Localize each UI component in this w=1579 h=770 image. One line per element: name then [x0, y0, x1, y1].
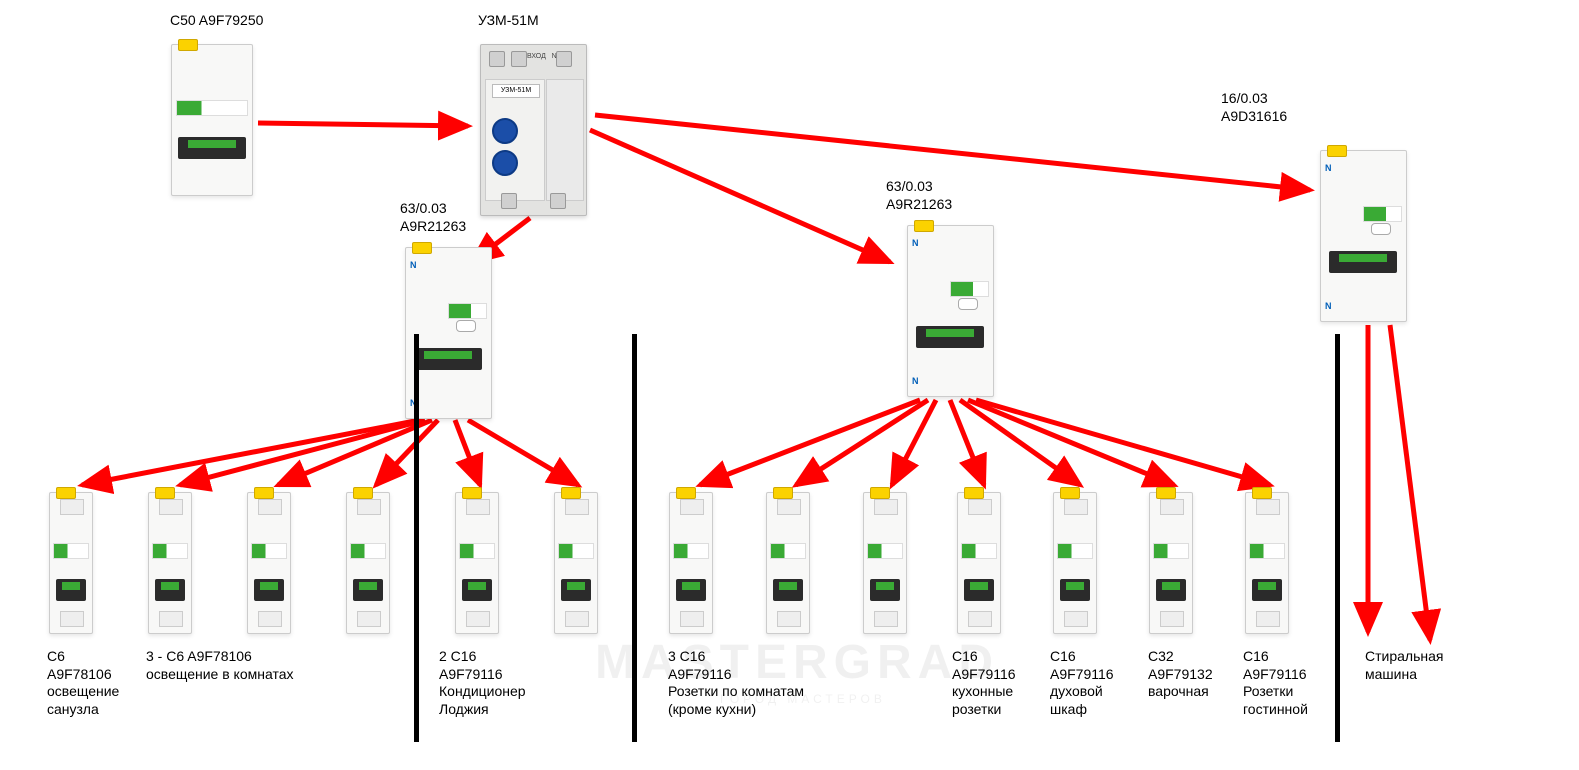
- circuit-label: C16 A9F79116 духовой шкаф: [1050, 648, 1114, 718]
- circuit-label: 3 - C6 A9F78106 освещение в комнатах: [146, 648, 294, 683]
- breaker-1p: [554, 492, 598, 634]
- breaker-1p: [247, 492, 291, 634]
- breaker-1p: [957, 492, 1001, 634]
- connection-arrow: [455, 420, 480, 485]
- connection-arrow: [960, 400, 1080, 485]
- connection-arrow: [796, 400, 928, 485]
- node-label: 63/0.03 A9R21263: [400, 200, 466, 235]
- breaker-1p: [346, 492, 390, 634]
- connection-arrow: [82, 420, 420, 485]
- circuit-label: C32 A9F79132 варочная: [1148, 648, 1213, 701]
- connection-arrow: [950, 400, 984, 485]
- rcd-device: N N: [1320, 150, 1407, 322]
- node-label: 63/0.03 A9R21263: [886, 178, 952, 213]
- node-label: C50 A9F79250: [170, 12, 263, 30]
- node-label: 16/0.03 A9D31616: [1221, 90, 1287, 125]
- connection-arrow: [892, 400, 936, 485]
- connection-arrow: [180, 420, 425, 485]
- connection-arrow: [258, 123, 468, 126]
- breaker-1p: [669, 492, 713, 634]
- connection-arrow: [700, 400, 920, 485]
- node-label: УЗМ-51М: [478, 12, 539, 30]
- connection-arrow: [278, 420, 432, 485]
- divider-line: [414, 334, 419, 742]
- connection-arrow: [976, 400, 1270, 485]
- circuit-label: C16 A9F79116 кухонные розетки: [952, 648, 1016, 718]
- breaker-2p: [171, 44, 253, 196]
- diagram-canvas: MASTERGRAD ГОРОД МАСТЕРОВ C50 A9F79250 В…: [0, 0, 1579, 770]
- connection-arrow: [590, 130, 890, 262]
- circuit-label: 2 C16 A9F79116 Кондиционер Лоджия: [439, 648, 526, 718]
- breaker-1p: [1053, 492, 1097, 634]
- connection-arrow: [1390, 325, 1430, 640]
- breaker-1p: [766, 492, 810, 634]
- breaker-1p: [1149, 492, 1193, 634]
- circuit-label: 3 C16 A9F79116 Розетки по комнатам (кром…: [668, 648, 804, 718]
- breaker-1p: [455, 492, 499, 634]
- divider-line: [632, 334, 637, 742]
- divider-line: [1335, 334, 1340, 742]
- connection-arrow: [595, 115, 1310, 190]
- circuit-label: Стиральная машина: [1365, 648, 1443, 683]
- breaker-1p: [49, 492, 93, 634]
- rcd-device: N N: [907, 225, 994, 397]
- circuit-label: C6 A9F78106 освещение санузла: [47, 648, 119, 718]
- connection-arrow: [376, 420, 438, 485]
- voltage-relay: ВХОД N УЗМ-51М: [480, 44, 587, 216]
- connection-arrow: [468, 420, 578, 485]
- circuit-label: C16 A9F79116 Розетки гостинной: [1243, 648, 1308, 718]
- breaker-1p: [1245, 492, 1289, 634]
- breaker-1p: [863, 492, 907, 634]
- breaker-1p: [148, 492, 192, 634]
- connection-arrow: [968, 400, 1174, 485]
